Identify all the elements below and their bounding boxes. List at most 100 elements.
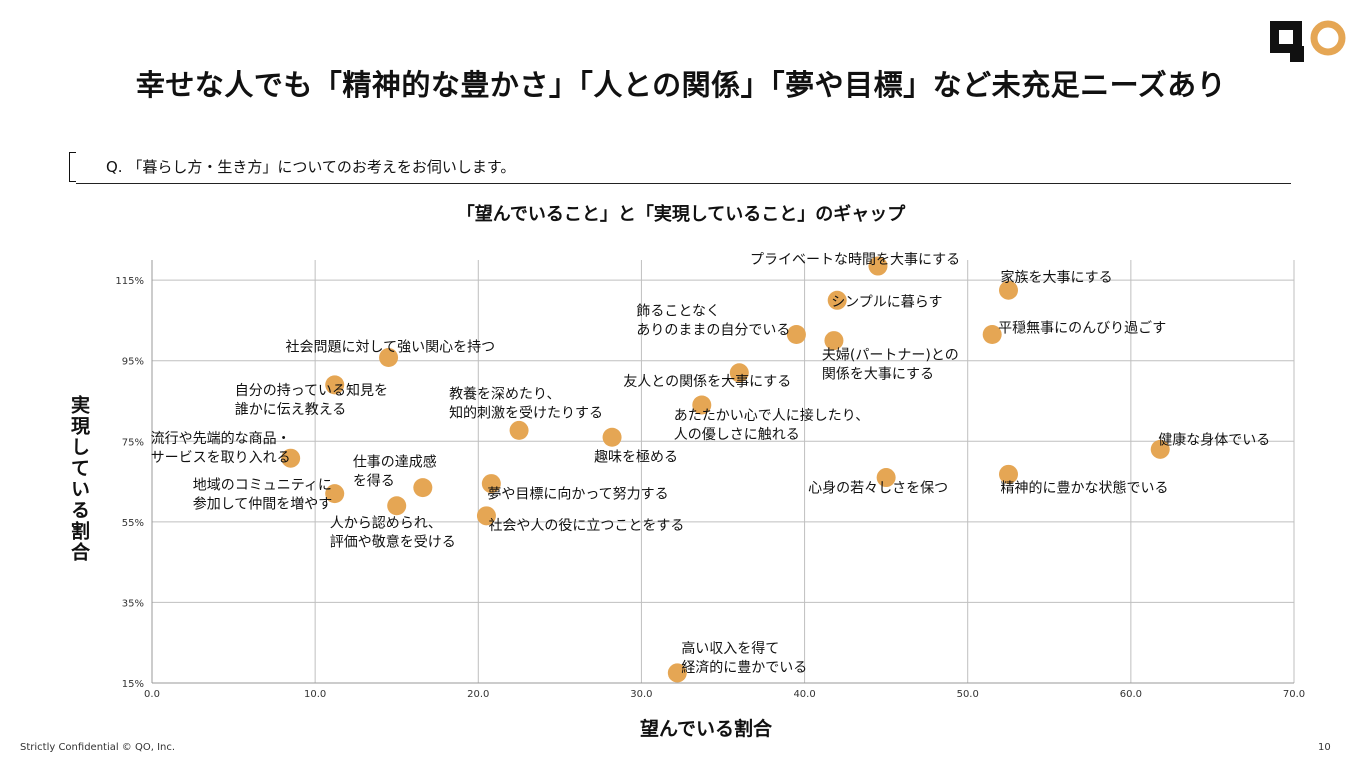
point-label-line: 心身の若々しさを保つ: [808, 481, 948, 497]
scatter-point: [509, 420, 529, 440]
point-label-line: を得る: [353, 473, 395, 490]
point-label: あたたかい心で人に接したり、人の優しさに触れる: [674, 407, 869, 443]
question-text: Q. 「暮らし方・生き方」についてのお考えをお伺いします。: [106, 158, 516, 176]
page-title: 幸せな人でも「精神的な豊かさ」「人との関係」「夢や目標」など未充足ニーズあり: [135, 68, 1227, 102]
scatter-point: [786, 325, 806, 345]
point-label-line: 趣味を極める: [594, 449, 678, 465]
scatter-point: [876, 468, 896, 488]
x-tick-label: 70.0: [1283, 689, 1305, 700]
chart-title: 「望んでいること」と「実現していること」のギャップ: [456, 204, 906, 225]
point-label-line: 精神的に豊かな状態でいる: [1001, 480, 1169, 496]
point-label-line: 知的刺激を受けたりする: [449, 404, 603, 421]
point-label-line: あたたかい心で人に接したり、: [674, 407, 869, 424]
y-tick-label: 115%: [115, 276, 144, 287]
logo-q-tail: [1290, 46, 1304, 62]
scatter-point: [667, 663, 687, 683]
point-label-line: サービスを取り入れる: [151, 450, 291, 466]
point-label: 友人との関係を大事にする: [623, 374, 791, 390]
question-underline: [76, 183, 1291, 184]
point-label-line: 流行や先端的な商品・: [151, 431, 291, 447]
point-label-line: 飾ることなく: [636, 304, 720, 320]
label-layer: プライベートな時間を大事にする家族を大事にするシンプルに暮らす飾ることなくありの…: [151, 252, 1271, 676]
qo-logo: QO: [1270, 20, 1346, 62]
confidential-footer: Strictly Confidential © QO, Inc.: [20, 742, 176, 753]
scatter-point: [325, 484, 345, 504]
point-label-line: 友人との関係を大事にする: [623, 374, 791, 390]
point-label-line: 関係を大事にする: [822, 367, 934, 383]
point-label: 仕事の達成感を得る: [353, 454, 437, 490]
point-label-line: 人から認められ、: [330, 516, 442, 532]
y-tick-label: 15%: [122, 679, 144, 690]
point-label-line: 経済的に豊かでいる: [681, 660, 807, 676]
point-label-line: 地域のコミュニティに: [193, 478, 332, 494]
point-label: 飾ることなくありのままの自分でいる: [636, 304, 790, 339]
point-label: 健康な身体でいる: [1158, 431, 1270, 448]
point-label-line: 人の優しさに触れる: [674, 427, 800, 443]
x-tick-label: 40.0: [793, 689, 815, 700]
tick-layer: 0.0 10.0 20.0 30.0 40.0 50.0 60.0 70.0 15% 35% 55%…: [115, 276, 1305, 700]
point-label-line: 健康な身体でいる: [1158, 431, 1270, 448]
scatter-point: [1150, 439, 1170, 459]
point-label: 教養を深めたり、知的刺激を受けたりする: [449, 385, 603, 421]
point-label: 精神的に豊かな状態でいる: [1001, 480, 1169, 496]
scatter-point: [729, 363, 749, 383]
point-label-line: 社会や人の役に立つことをする: [488, 518, 684, 534]
point-label: 平穏無事にのんびり過ごす: [998, 321, 1166, 337]
scatter-point: [824, 331, 844, 351]
point-label: 夫婦(パートナー)との関係を大事にする: [822, 347, 959, 383]
scatter-point: [868, 256, 888, 276]
x-tick-label: 20.0: [467, 689, 489, 700]
point-label-line: 自分の持っている知見を: [235, 382, 388, 399]
point-label: 流行や先端的な商品・サービスを取り入れる: [151, 431, 291, 466]
point-label: 高い収入を得て経済的に豊かでいる: [681, 640, 807, 676]
point-label-line: ありのままの自分でいる: [636, 323, 790, 339]
scatter-point: [379, 347, 399, 367]
point-label-line: プライベートな時間を大事にする: [750, 252, 960, 268]
scatter-point: [281, 448, 301, 468]
x-tick-label: 30.0: [630, 689, 652, 700]
point-label-line: 夫婦(パートナー)との: [822, 347, 959, 364]
y-axis-label: 実現している割合: [68, 395, 90, 563]
point-label: 社会問題に対して強い関心を持つ: [286, 339, 496, 355]
point-label-line: シンプルに暮らす: [831, 294, 942, 310]
question-bracket: [69, 152, 76, 182]
y-tick-label: 95%: [122, 357, 144, 368]
point-label-line: 社会問題に対して強い関心を持つ: [286, 339, 496, 355]
scatter-point: [481, 474, 501, 494]
point-label: 心身の若々しさを保つ: [808, 481, 948, 497]
logo-o-ring: [1310, 20, 1346, 56]
y-tick-label: 75%: [122, 437, 144, 448]
point-label: 夢や目標に向かって努力する: [487, 487, 668, 503]
point-label-line: 夢や目標に向かって努力する: [487, 487, 668, 503]
point-label: 家族を大事にする: [1001, 269, 1113, 286]
x-tick-label: 60.0: [1120, 689, 1142, 700]
scatter-point: [413, 478, 433, 498]
point-label: 地域のコミュニティに参加して仲間を増やす: [193, 478, 333, 513]
point-label: 社会や人の役に立つことをする: [488, 518, 684, 534]
x-tick-label: 50.0: [957, 689, 979, 700]
point-label: シンプルに暮らす: [831, 294, 942, 310]
x-axis-label: 望んでいる割合: [640, 718, 773, 740]
logo-q-hole: [1279, 30, 1293, 44]
scatter-point: [982, 325, 1002, 345]
y-tick-label: 55%: [122, 518, 144, 529]
point-label-line: 参加して仲間を増やす: [193, 496, 333, 513]
scatter-point: [692, 395, 712, 415]
point-label: プライベートな時間を大事にする: [750, 252, 960, 268]
point-label-line: 教養を深めたり、: [449, 385, 560, 402]
point-label-line: 平穏無事にのんびり過ごす: [998, 321, 1166, 337]
y-tick-label: 35%: [122, 598, 144, 609]
scatter-point: [999, 464, 1018, 484]
point-label-line: 評価や敬意を受ける: [330, 534, 456, 551]
scatter-point: [387, 496, 407, 516]
point-label-line: 高い収入を得て: [681, 640, 779, 657]
point-label-line: 仕事の達成感: [353, 454, 437, 471]
scatter-point: [325, 375, 345, 395]
x-tick-label: 0.0: [144, 689, 160, 700]
point-label-line: 誰かに伝え教える: [235, 402, 347, 418]
point-label: 趣味を極める: [594, 449, 678, 465]
scatter-point: [476, 506, 496, 526]
point-label-line: 家族を大事にする: [1001, 269, 1113, 286]
dot-layer: [281, 256, 1170, 683]
